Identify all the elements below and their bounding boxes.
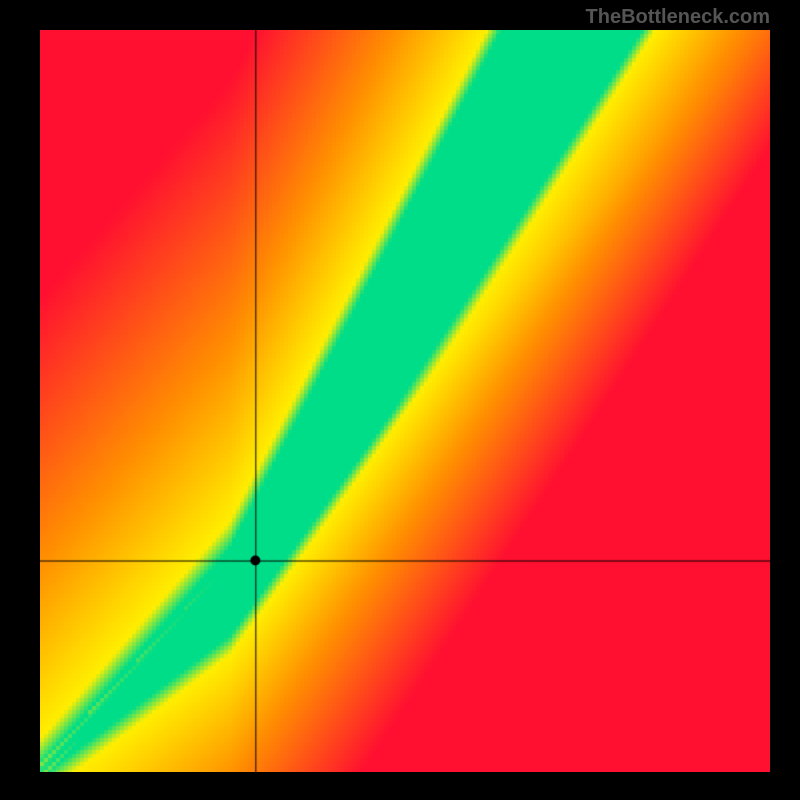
chart-plot-area: [40, 30, 770, 772]
watermark-text: TheBottleneck.com: [586, 6, 770, 29]
heatmap-canvas: [40, 30, 770, 772]
